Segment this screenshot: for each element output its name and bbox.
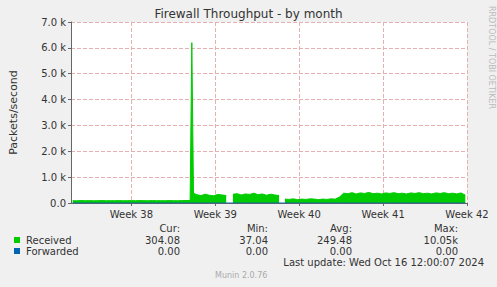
svg-text:RRDTOOL / TOBI OETIKER: RRDTOOL / TOBI OETIKER [487,6,496,109]
svg-text:6.0 k: 6.0 k [41,42,66,53]
svg-text:Munin 2.0.76: Munin 2.0.76 [215,271,267,280]
svg-text:Min:: Min: [247,223,268,234]
svg-text:Week 39: Week 39 [194,209,237,220]
svg-text:10.05k: 10.05k [424,235,459,246]
svg-text:Avg:: Avg: [330,223,352,234]
svg-text:0.00: 0.00 [330,246,352,257]
svg-text:Week 41: Week 41 [361,209,404,220]
svg-text:Last update: Wed Oct 16 12:00:: Last update: Wed Oct 16 12:00:07 2024 [283,257,484,268]
svg-text:0.00: 0.00 [436,246,458,257]
svg-text:Firewall Throughput - by month: Firewall Throughput - by month [154,7,342,21]
svg-text:5.0 k: 5.0 k [41,68,66,79]
svg-text:Packets/second: Packets/second [7,70,20,155]
svg-text:0.00: 0.00 [246,246,268,257]
svg-text:Max:: Max: [434,223,458,234]
svg-text:Week 40: Week 40 [278,209,321,220]
svg-text:0.0: 0.0 [50,198,66,209]
svg-text:304.08: 304.08 [145,235,180,246]
svg-text:7.0 k: 7.0 k [41,17,66,28]
svg-text:249.48: 249.48 [317,235,352,246]
svg-text:Week 38: Week 38 [110,209,153,220]
svg-text:1.0 k: 1.0 k [41,172,66,183]
svg-text:37.04: 37.04 [239,235,268,246]
svg-text:Cur:: Cur: [159,223,180,234]
svg-text:2.0 k: 2.0 k [41,146,66,157]
svg-text:4.0 k: 4.0 k [41,94,66,105]
svg-text:0.00: 0.00 [158,246,180,257]
svg-text:Forwarded: Forwarded [26,246,79,257]
svg-text:3.0 k: 3.0 k [41,120,66,131]
svg-text:Received: Received [26,235,72,246]
svg-text:Week 42: Week 42 [445,209,488,220]
